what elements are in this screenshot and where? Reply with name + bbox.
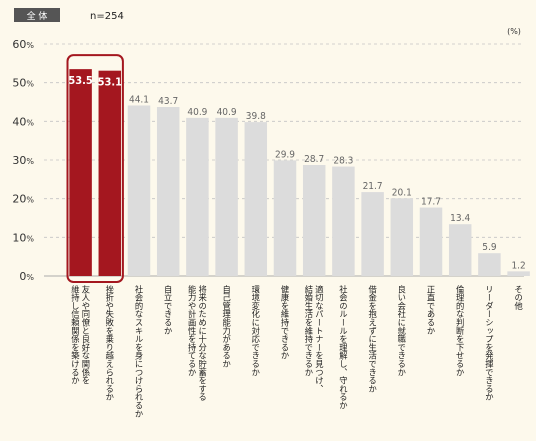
bar (332, 166, 355, 276)
category-label-line: リーダーシップを発揮できるか (484, 285, 494, 401)
bar (215, 117, 238, 276)
y-tick-label: 10% (12, 231, 34, 244)
bar (273, 160, 297, 276)
category-label-line: 正直であるか (426, 285, 436, 335)
value-label: 39.8 (246, 111, 266, 122)
category-label: 挫折や失敗を乗り越えられるか (105, 284, 115, 401)
bar (361, 192, 384, 276)
category-label-line: 借金を抱えずに生活できるか (368, 284, 378, 393)
bar (156, 107, 180, 276)
value-label: 5.9 (482, 242, 497, 253)
category-label-line: 自立できるか (163, 284, 173, 335)
category-label-line: 結婚生活を維持できるか (304, 284, 314, 376)
value-label: 28.3 (333, 156, 353, 167)
value-label: 29.9 (275, 149, 295, 160)
category-label: 社会的なスキルを身につけられるか (134, 284, 144, 418)
y-tick-label: 20% (12, 193, 34, 206)
category-label: 自立できるか (163, 284, 173, 335)
bar (69, 69, 92, 276)
y-axis: 0% 10% 20% 30% 40% 50% 60% (12, 38, 34, 283)
sample-size-label: n=254 (90, 11, 124, 22)
bar (98, 70, 122, 277)
value-label: 53.1 (98, 76, 123, 89)
category-label-line: 将来のために十分な貯蓄をする (198, 284, 208, 401)
y-tick-label: 50% (12, 77, 34, 90)
category-label-line: 社会的なスキルを身につけられるか (134, 284, 144, 418)
category-label-line: 倫理的な判断を下せるか (455, 284, 465, 376)
value-label: 40.9 (217, 107, 237, 118)
category-label-line: その他 (514, 285, 524, 311)
bar (244, 122, 268, 277)
value-label: 13.4 (450, 213, 470, 224)
category-label-line: 維持し信頼関係を築けるか (70, 284, 80, 384)
category-label: 環境変化に対応できるか (251, 285, 261, 376)
value-label: 44.1 (129, 94, 149, 105)
unit-label: (%) (507, 27, 521, 36)
y-tick-label: 40% (12, 115, 34, 128)
bar (186, 117, 209, 276)
y-tick-label: 30% (12, 154, 34, 167)
category-label-line: 挫折や失敗を乗り越えられるか (105, 284, 115, 401)
bar (127, 105, 151, 276)
category-label-line: 能力や計画性を持てるか (187, 284, 197, 376)
y-tick-label: 0% (19, 270, 34, 283)
value-label: 40.9 (187, 107, 207, 118)
bar (507, 271, 530, 276)
bar (390, 198, 414, 276)
category-label: 良い会社に就職できるか (397, 284, 407, 376)
bar (419, 207, 443, 276)
value-label: 21.7 (363, 181, 383, 192)
bar (478, 253, 501, 276)
category-label-line: 自己管理能力があるか (222, 284, 232, 368)
value-label: 20.1 (392, 187, 412, 198)
bars (69, 69, 530, 277)
bar (302, 165, 326, 276)
category-label: 自己管理能力があるか (222, 284, 232, 368)
group-badge-label: 全 体 (27, 10, 48, 22)
value-label: 28.7 (304, 154, 324, 165)
value-label: 43.7 (158, 96, 178, 107)
category-label-line: 友人や同僚と良好な関係を (81, 284, 91, 384)
category-label: 倫理的な判断を下せるか (455, 284, 465, 376)
category-label: 健康を維持できるか (280, 284, 290, 359)
value-labels: 53.5 53.1 44.1 43.7 40.9 40.9 39.8 29.9 28.7 28.3… (68, 74, 525, 271)
group-badge (14, 8, 60, 22)
category-label: 借金を抱えずに生活できるか (368, 284, 378, 393)
category-label-line: 良い会社に就職できるか (397, 284, 407, 376)
y-tick-label: 60% (12, 38, 34, 51)
category-label-line: 社会のルールを理解し、守れるか (338, 284, 348, 409)
category-label: 適切なパートナーを見つけ、結婚生活を維持できるか (304, 284, 325, 393)
highlight-frame (66, 54, 124, 284)
category-label: その他 (514, 285, 524, 311)
category-label-line: 環境変化に対応できるか (251, 285, 261, 376)
category-label: 社会のルールを理解し、守れるか (338, 284, 348, 409)
category-label-line: 適切なパートナーを見つけ、 (314, 284, 324, 393)
value-label: 53.5 (68, 74, 93, 87)
value-label: 1.2 (511, 260, 525, 271)
category-label: リーダーシップを発揮できるか (484, 285, 494, 401)
bar (448, 224, 472, 276)
category-label-line: 健康を維持できるか (280, 284, 290, 359)
value-label: 17.7 (421, 197, 441, 208)
category-label: 正直であるか (426, 285, 436, 335)
